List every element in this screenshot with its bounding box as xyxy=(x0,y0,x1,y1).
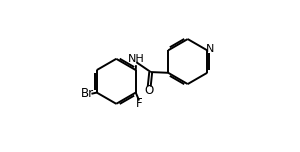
Text: Br: Br xyxy=(81,87,94,100)
Text: N: N xyxy=(206,44,215,54)
Text: O: O xyxy=(144,84,154,97)
Text: F: F xyxy=(136,97,143,110)
Text: NH: NH xyxy=(128,54,144,64)
